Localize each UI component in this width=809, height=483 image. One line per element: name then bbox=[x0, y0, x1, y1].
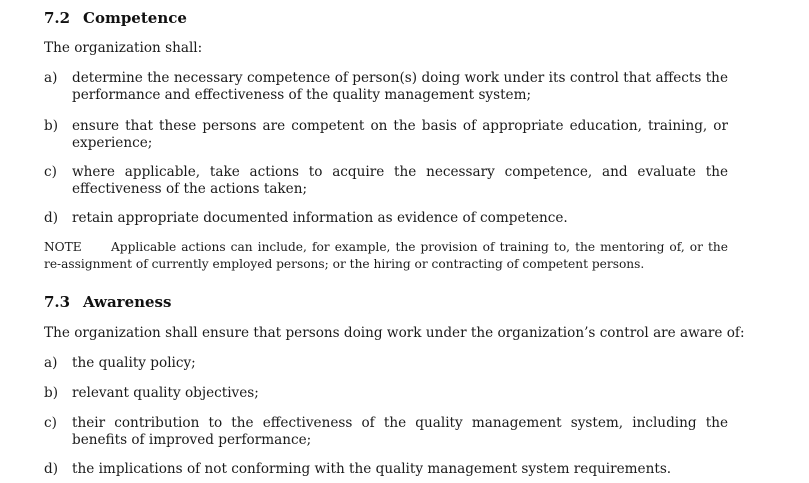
section-heading-competence: 7.2 Competence bbox=[44, 9, 187, 27]
list-item-text: where applicable, take actions to acquir… bbox=[72, 164, 728, 197]
list-item: b) ensure that these persons are compete… bbox=[44, 118, 728, 152]
section-title: Competence bbox=[83, 9, 187, 27]
list-item: d) retain appropriate documented informa… bbox=[44, 210, 728, 227]
list-item-text: ensure that these persons are competent … bbox=[72, 118, 728, 151]
list-item: c) where applicable, take actions to acq… bbox=[44, 164, 728, 198]
list-marker: c) bbox=[44, 164, 57, 180]
list-item-text: the implications of not conforming with … bbox=[72, 461, 672, 477]
note-text: Applicable actions can include, for exam… bbox=[44, 240, 728, 271]
list-marker: a) bbox=[44, 355, 58, 371]
list-marker: a) bbox=[44, 70, 58, 86]
note: NOTE Applicable actions can include, for … bbox=[44, 239, 728, 273]
list-item-text: relevant quality objectives; bbox=[72, 385, 259, 401]
list-item: b) relevant quality objectives; bbox=[44, 385, 728, 402]
section-intro: The organization shall: bbox=[44, 40, 203, 56]
section-heading-awareness: 7.3 Awareness bbox=[44, 293, 171, 311]
list-item-text: determine the necessary competence of pe… bbox=[72, 70, 728, 103]
note-label: NOTE bbox=[44, 240, 82, 254]
section-intro: The organization shall ensure that perso… bbox=[44, 325, 745, 341]
list-item: a) determine the necessary competence of… bbox=[44, 70, 728, 104]
list-marker: c) bbox=[44, 415, 57, 431]
list-marker: b) bbox=[44, 118, 59, 134]
section-number: 7.2 bbox=[44, 9, 71, 27]
section-title: Awareness bbox=[83, 293, 172, 311]
list-marker: d) bbox=[44, 210, 59, 226]
list-item: d) the implications of not conforming wi… bbox=[44, 461, 728, 478]
section-number: 7.3 bbox=[44, 293, 71, 311]
list-marker: d) bbox=[44, 461, 59, 477]
list-item-text: retain appropriate documented informatio… bbox=[72, 210, 568, 226]
list-item-text: the quality policy; bbox=[72, 355, 196, 371]
list-item: a) the quality policy; bbox=[44, 355, 728, 372]
list-marker: b) bbox=[44, 385, 59, 401]
list-item: c) their contribution to the effectivene… bbox=[44, 415, 728, 449]
list-item-text: their contribution to the effectiveness … bbox=[72, 415, 728, 448]
